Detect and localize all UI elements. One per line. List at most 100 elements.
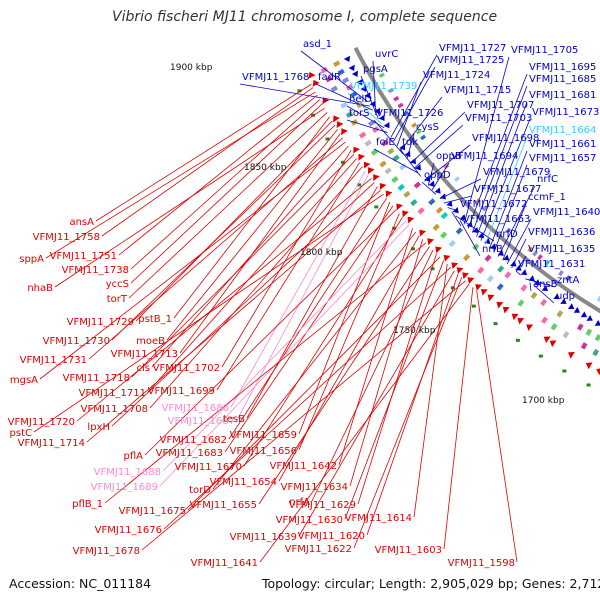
reverse-gene-label: VFMJ11_1675 bbox=[119, 506, 186, 517]
forward-gene-label: VFMJ11_1672 bbox=[460, 199, 527, 210]
forward-gene-label: VFMJ11_1640 bbox=[533, 207, 600, 218]
reverse-gene-label: nhaB bbox=[27, 283, 53, 294]
scale-tick-mark bbox=[586, 383, 591, 387]
gene-category-block bbox=[413, 181, 422, 189]
forward-gene-label: VFMJ11_1664 bbox=[529, 125, 596, 136]
reverse-gene-arrow bbox=[585, 362, 593, 370]
reverse-label-leader bbox=[111, 182, 375, 427]
reverse-label-leader bbox=[151, 145, 349, 368]
scale-tick-mark bbox=[493, 322, 498, 326]
reverse-label-leader bbox=[162, 220, 407, 472]
reverse-label-leader bbox=[118, 94, 318, 256]
forward-label-leader bbox=[427, 162, 435, 186]
reverse-gene-arrow bbox=[312, 79, 320, 87]
reverse-gene-label: VFMJ11_1683 bbox=[156, 448, 223, 459]
forward-gene-arrow bbox=[472, 226, 479, 234]
reverse-gene-label: VFMJ11_1711 bbox=[79, 388, 146, 399]
forward-gene-label: fadR bbox=[318, 72, 341, 83]
reverse-gene-arrow bbox=[496, 301, 504, 309]
reverse-gene-arrow bbox=[596, 368, 600, 376]
reverse-gene-label: VFMJ11_1686 bbox=[162, 403, 229, 414]
gene-category-block bbox=[463, 253, 471, 262]
reverse-label-leader bbox=[159, 224, 410, 487]
reverse-gene-label: VFMJ11_1708 bbox=[81, 404, 148, 415]
gene-category-block bbox=[393, 95, 400, 102]
forward-gene-label: VFMJ11_1724 bbox=[423, 70, 490, 81]
reverse-label-leader bbox=[141, 280, 466, 551]
gene-category-block bbox=[496, 283, 504, 291]
reverse-gene-label: nrfA bbox=[289, 497, 310, 508]
forward-gene-arrow bbox=[356, 78, 363, 86]
forward-gene-label: VFMJ11_1631 bbox=[518, 259, 585, 270]
reverse-label-leader bbox=[278, 235, 420, 482]
chromosome-backbone bbox=[353, 46, 600, 314]
reverse-gene-arrow bbox=[333, 115, 340, 123]
gene-category-block bbox=[504, 271, 512, 279]
forward-gene-arrow bbox=[343, 55, 351, 63]
reverse-label-leader bbox=[166, 129, 338, 341]
gene-category-block bbox=[397, 102, 404, 109]
forward-label-leader bbox=[467, 73, 528, 229]
gene-category-block bbox=[415, 128, 422, 135]
reverse-gene-arrow bbox=[385, 190, 393, 198]
reverse-label-leader bbox=[221, 149, 352, 368]
gene-category-block bbox=[472, 243, 480, 251]
forward-label-leader bbox=[463, 56, 510, 225]
forward-gene-label: VFMJ11_1768 bbox=[242, 72, 309, 83]
reverse-label-leader bbox=[86, 190, 381, 443]
forward-label-leader bbox=[506, 218, 532, 265]
scale-tick-mark bbox=[392, 226, 397, 230]
forward-gene-label: VFMJ11_1685 bbox=[529, 74, 596, 85]
gene-category-block bbox=[330, 85, 338, 93]
forward-gene-label: folE bbox=[376, 137, 395, 148]
gene-category-block bbox=[384, 167, 392, 175]
forward-label-leader bbox=[511, 238, 527, 268]
label-leader-lines bbox=[33, 50, 556, 563]
reverse-gene-label: VFMJ11_1639 bbox=[230, 532, 297, 543]
forward-gene-label: VFMJ11_1727 bbox=[439, 43, 506, 54]
reverse-label-leader bbox=[311, 249, 434, 502]
scale-tick-mark bbox=[562, 369, 567, 373]
gene-category-block bbox=[537, 254, 543, 261]
gene-category-block bbox=[417, 207, 425, 215]
reverse-gene-arrow bbox=[443, 254, 451, 262]
gene-category-block bbox=[576, 323, 584, 331]
gene-category-block bbox=[550, 323, 558, 331]
forward-label-leader bbox=[400, 96, 443, 151]
reverse-label-leader bbox=[101, 87, 314, 237]
reverse-label-leader bbox=[230, 170, 366, 408]
forward-gene-arrow bbox=[446, 200, 453, 207]
reverse-gene-arrow bbox=[502, 306, 510, 314]
gene-category-block bbox=[387, 87, 395, 94]
reverse-gene-label: VFMJ11_1603 bbox=[375, 545, 442, 556]
scale-tick-mark bbox=[297, 89, 302, 93]
gene-category-block bbox=[333, 60, 341, 67]
gene-category-block bbox=[367, 119, 376, 127]
gene-category-block bbox=[364, 139, 372, 147]
gene-category-block bbox=[428, 198, 436, 206]
genome-summary-text: Topology: circular; Length: 2,905,029 bp… bbox=[262, 576, 600, 591]
reverse-gene-label: VFMJ11_1678 bbox=[73, 546, 140, 557]
gene-category-block bbox=[392, 154, 400, 162]
reverse-label-leader bbox=[163, 267, 452, 530]
gene-category-block bbox=[497, 265, 505, 273]
gene-category-block bbox=[592, 348, 600, 357]
reverse-label-leader bbox=[353, 277, 463, 549]
gene-category-block bbox=[527, 246, 534, 253]
gene-category-block bbox=[532, 250, 538, 257]
map-title: Vibrio fischeri MJ11 chromosome I, compl… bbox=[112, 9, 498, 25]
reverse-label-leader bbox=[259, 283, 470, 563]
forward-label-leader bbox=[373, 119, 404, 155]
reverse-gene-label: pstC bbox=[10, 428, 32, 439]
forward-gene-arrow bbox=[378, 114, 385, 121]
gene-category-block bbox=[403, 190, 411, 198]
reverse-gene-arrow bbox=[568, 351, 575, 359]
forward-label-leader bbox=[431, 162, 450, 191]
forward-gene-arrow bbox=[351, 70, 358, 77]
forward-label-leader bbox=[451, 211, 462, 227]
forward-gene-arrow bbox=[459, 214, 466, 221]
gene-category-block bbox=[379, 160, 387, 168]
reverse-gene-label: VFMJ11_1620 bbox=[298, 531, 365, 542]
reverse-gene-label: VFMJ11_1655 bbox=[190, 500, 257, 511]
reverse-label-leader bbox=[344, 260, 444, 520]
